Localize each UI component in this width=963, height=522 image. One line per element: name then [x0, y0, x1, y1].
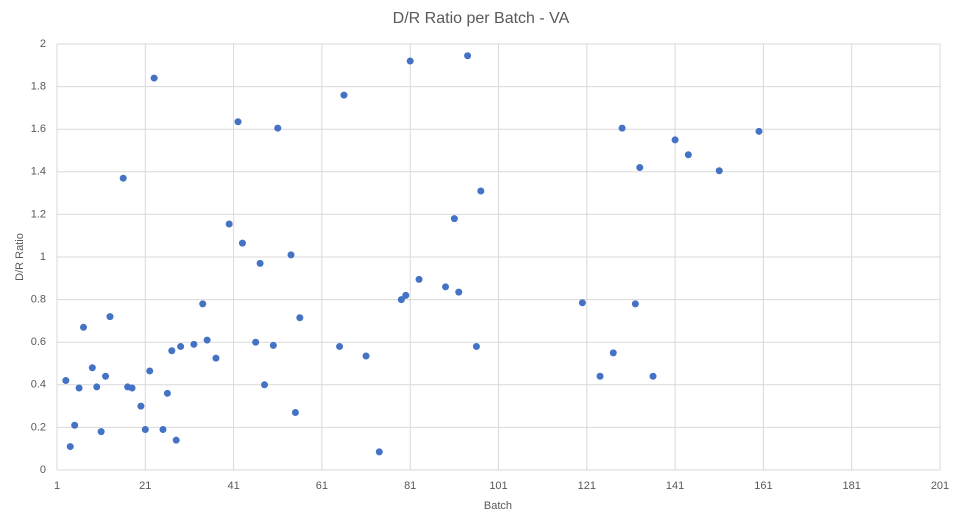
y-tick-label: 1.6 [31, 123, 46, 135]
point [362, 352, 370, 360]
point [159, 426, 167, 434]
point [252, 338, 260, 346]
y-tick-label: 1.2 [31, 208, 46, 220]
point [238, 239, 246, 247]
point [66, 443, 74, 451]
point [336, 342, 344, 350]
y-tick-label: 0.4 [31, 379, 46, 391]
point [79, 323, 87, 331]
y-tick-label: 0 [40, 464, 46, 476]
point [755, 127, 763, 135]
point [212, 354, 220, 362]
point [62, 377, 70, 385]
point [190, 340, 198, 348]
point [146, 367, 154, 375]
point [177, 342, 185, 350]
point [97, 428, 105, 436]
point [375, 448, 383, 456]
point [715, 167, 723, 175]
x-tick-label: 21 [139, 480, 151, 492]
point [106, 313, 114, 321]
point [477, 187, 485, 195]
point [631, 300, 639, 308]
point [199, 300, 207, 308]
x-tick-label: 141 [666, 480, 684, 492]
x-tick-label: 81 [404, 480, 416, 492]
x-tick-label: 181 [843, 480, 861, 492]
y-tick-label: 1 [40, 251, 46, 263]
point [472, 342, 480, 350]
point [464, 52, 472, 60]
point [172, 436, 180, 444]
point [340, 91, 348, 99]
x-axis-title: Batch [484, 500, 512, 512]
point [397, 296, 405, 304]
point [168, 347, 176, 355]
point [618, 124, 626, 132]
point [649, 372, 657, 380]
y-axis-title: D/R Ratio [14, 233, 26, 281]
point [455, 288, 463, 296]
point [596, 372, 604, 380]
point [269, 341, 277, 349]
point [287, 251, 295, 259]
point [93, 383, 101, 391]
y-tick-label: 0.8 [31, 294, 46, 306]
point [256, 259, 264, 267]
point [406, 57, 414, 65]
point [578, 299, 586, 307]
point [261, 381, 269, 389]
point [415, 275, 423, 283]
point [128, 384, 136, 392]
x-tick-label: 101 [489, 480, 507, 492]
point [442, 283, 450, 291]
y-tick-label: 1.8 [31, 81, 46, 93]
x-tick-label: 201 [931, 480, 949, 492]
point [609, 349, 617, 357]
point [291, 408, 299, 416]
y-tick-label: 1.4 [31, 166, 46, 178]
point [225, 220, 233, 228]
x-tick-label: 61 [316, 480, 328, 492]
point [71, 421, 79, 429]
x-tick-label: 41 [227, 480, 239, 492]
y-tick-label: 0.2 [31, 421, 46, 433]
point [296, 314, 304, 322]
y-tick-label: 2 [40, 38, 46, 50]
x-tick-label: 1 [54, 480, 60, 492]
point [203, 336, 211, 344]
point [684, 151, 692, 159]
point [163, 389, 171, 397]
point [88, 364, 96, 372]
point [274, 124, 282, 132]
point [150, 74, 158, 82]
point [137, 402, 145, 410]
point [102, 372, 110, 380]
point [402, 291, 410, 299]
point [141, 426, 149, 434]
y-tick-label: 0.6 [31, 336, 46, 348]
point [636, 164, 644, 172]
x-tick-label: 121 [578, 480, 596, 492]
point [671, 136, 679, 144]
chart-title: D/R Ratio per Batch - VA [393, 10, 570, 27]
x-tick-label: 161 [754, 480, 772, 492]
point [450, 215, 458, 223]
point [119, 174, 127, 182]
point [75, 384, 83, 392]
point [234, 118, 242, 126]
